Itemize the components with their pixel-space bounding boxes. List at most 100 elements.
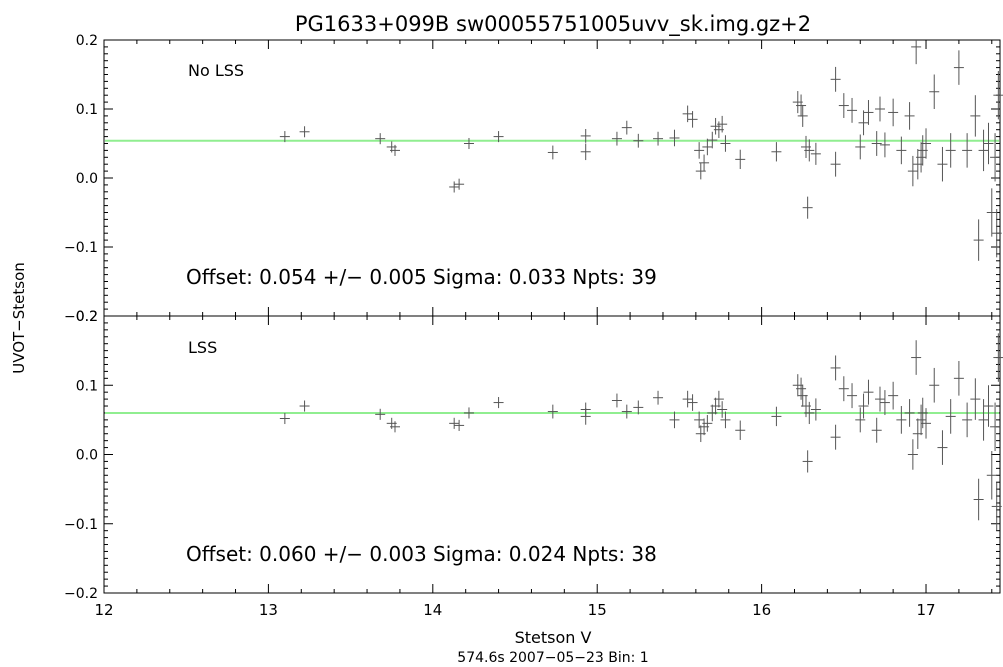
figure-title: PG1633+099B sw00055751005uvv_sk.img.gz+2 [295, 12, 811, 37]
data-point [621, 404, 632, 419]
data-point [493, 131, 504, 143]
data-point [717, 115, 728, 133]
data-point [669, 411, 680, 429]
data-point [858, 393, 869, 419]
data-point [879, 132, 890, 158]
data-point [810, 398, 821, 421]
data-point [633, 400, 644, 415]
data-point [389, 144, 400, 156]
panel-label: LSS [188, 338, 217, 357]
x-tick-label: 13 [259, 601, 278, 619]
data-point [279, 131, 290, 143]
data-point [713, 390, 724, 408]
data-point [858, 110, 869, 136]
data-point [611, 131, 622, 146]
y-tick-label: −0.1 [64, 517, 98, 533]
data-point [449, 417, 460, 429]
data-point [945, 133, 956, 168]
x-tick-label: 16 [752, 601, 771, 619]
data-point [580, 143, 591, 161]
data-point [921, 128, 932, 159]
data-point [921, 408, 932, 439]
data-point [830, 355, 841, 381]
data-point [874, 96, 885, 122]
data-point [279, 412, 290, 425]
offset-annotation: Offset: 0.060 +/− 0.003 Sigma: 0.024 Npt… [186, 542, 657, 566]
data-point [830, 424, 841, 450]
y-tick-label: 0.1 [76, 378, 98, 394]
data-point [804, 139, 815, 162]
data-point [983, 122, 994, 165]
data-point [389, 421, 400, 433]
y-tick-label: −0.1 [64, 240, 98, 256]
data-point [547, 145, 558, 160]
panel-no-lss: −0.2 −0.1 0.0 0.1 0.2 No LSS Offset: 0.054 +… [64, 33, 1003, 325]
data-point [449, 181, 460, 193]
data-point [702, 415, 713, 432]
data-point [463, 407, 474, 419]
data-point [973, 219, 984, 261]
data-point [991, 209, 1002, 258]
data-point [874, 386, 885, 412]
data-point [916, 404, 927, 436]
y-tick-label: 0.0 [76, 448, 98, 464]
data-point [896, 136, 907, 165]
data-point [907, 155, 918, 187]
y-axis-label: UVOT−Stetson [10, 262, 28, 374]
data-point [797, 104, 808, 127]
data-point [682, 390, 693, 408]
data-point [962, 133, 973, 168]
data-point [702, 138, 713, 156]
data-point [547, 404, 558, 419]
data-point [871, 417, 882, 443]
axis-ticks [103, 315, 1000, 594]
data-point [973, 478, 984, 521]
data-point [810, 142, 821, 165]
data-point [830, 66, 841, 92]
data-point [707, 131, 718, 149]
data-point [694, 142, 705, 159]
data-point [299, 126, 310, 138]
data-point [830, 151, 841, 177]
data-point [633, 133, 644, 148]
data-point [904, 102, 915, 130]
data-point [879, 390, 890, 416]
data-point [838, 376, 849, 402]
data-point [970, 378, 981, 420]
y-tick-label: 0.2 [76, 33, 98, 49]
data-point [937, 146, 948, 182]
data-point [871, 131, 882, 156]
data-point [986, 188, 997, 237]
figure-footer: 574.6s 2007−05−23 Bin: 1 [457, 650, 648, 666]
x-axis-label: Stetson V [515, 628, 592, 647]
data-point [863, 100, 874, 125]
data-point [653, 131, 664, 146]
data-point [717, 401, 728, 418]
data-point [493, 397, 504, 409]
data-point [720, 411, 731, 429]
offset-annotation: Offset: 0.054 +/− 0.005 Sigma: 0.033 Npt… [186, 265, 657, 289]
data-point [929, 367, 940, 403]
data-point [916, 142, 927, 173]
data-point [580, 402, 591, 417]
data-point [855, 134, 866, 160]
data-point [802, 196, 813, 219]
data-point [463, 137, 474, 150]
data-point [735, 149, 746, 170]
x-tick-label: 14 [423, 601, 442, 619]
data-point [937, 430, 948, 465]
panel-label: No LSS [188, 61, 244, 80]
data-point [904, 399, 915, 427]
y-tick-label: −0.2 [64, 309, 98, 325]
data-point [929, 74, 940, 109]
y-tick-label: 0.1 [76, 102, 98, 118]
x-tick-labels: 12 13 14 15 16 17 [94, 601, 935, 619]
panel-lss: −0.2 −0.1 0.0 0.1 0.2 12 13 14 15 16 17 LSS Offse… [64, 309, 1003, 619]
data-point [804, 401, 815, 425]
data-point [580, 129, 591, 143]
data-point [454, 178, 465, 190]
data-point [945, 399, 956, 434]
data-point [847, 97, 858, 123]
data-point [993, 71, 1003, 120]
